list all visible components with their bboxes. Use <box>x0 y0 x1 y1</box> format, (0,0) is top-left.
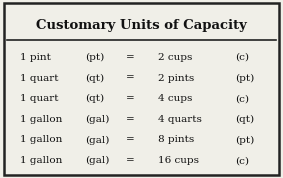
Text: (pt): (pt) <box>235 74 254 83</box>
Text: 1 pint: 1 pint <box>20 53 51 62</box>
Text: (qt): (qt) <box>235 115 254 124</box>
Text: (pt): (pt) <box>85 53 104 62</box>
Text: 2 cups: 2 cups <box>158 53 193 62</box>
Text: (gal): (gal) <box>85 156 109 165</box>
Text: =: = <box>126 74 134 83</box>
Text: 2 pints: 2 pints <box>158 74 195 83</box>
Text: (c): (c) <box>235 94 249 103</box>
Text: (gal): (gal) <box>85 135 109 145</box>
Text: Customary Units of Capacity: Customary Units of Capacity <box>36 19 247 32</box>
Text: =: = <box>126 53 134 62</box>
FancyBboxPatch shape <box>4 3 279 175</box>
Text: (c): (c) <box>235 53 249 62</box>
Text: (qt): (qt) <box>85 74 104 83</box>
Text: (gal): (gal) <box>85 115 109 124</box>
Text: =: = <box>126 94 134 103</box>
Text: =: = <box>126 115 134 124</box>
Text: (qt): (qt) <box>85 94 104 103</box>
Text: (pt): (pt) <box>235 135 254 145</box>
Text: 1 gallon: 1 gallon <box>20 156 62 165</box>
Text: 4 cups: 4 cups <box>158 94 193 103</box>
Text: (c): (c) <box>235 156 249 165</box>
Text: 1 gallon: 1 gallon <box>20 115 62 124</box>
Text: =: = <box>126 156 134 165</box>
Text: =: = <box>126 135 134 145</box>
Text: 4 quarts: 4 quarts <box>158 115 202 124</box>
Text: 1 quart: 1 quart <box>20 94 58 103</box>
Text: 16 cups: 16 cups <box>158 156 200 165</box>
Text: 8 pints: 8 pints <box>158 135 195 145</box>
Text: 1 gallon: 1 gallon <box>20 135 62 145</box>
Text: 1 quart: 1 quart <box>20 74 58 83</box>
